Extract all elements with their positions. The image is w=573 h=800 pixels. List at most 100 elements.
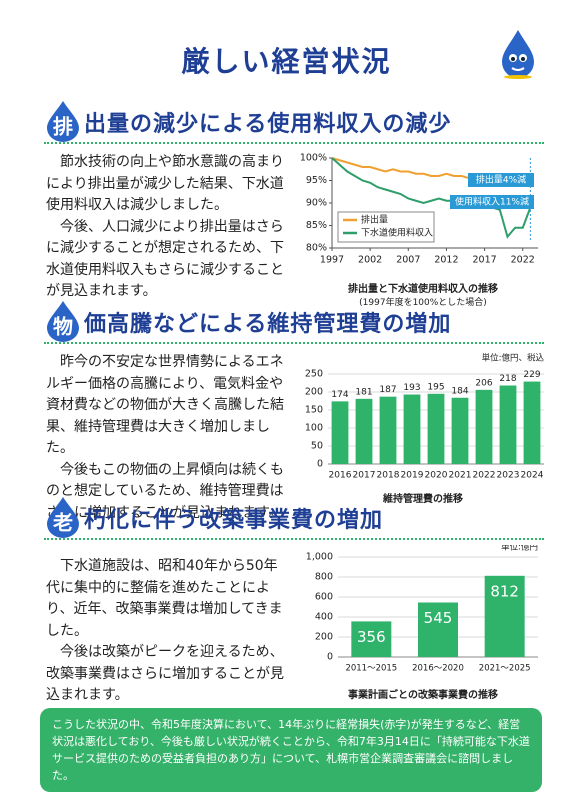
x-tick-label: 2016～2020: [412, 664, 464, 674]
chart-caption: 事業計画ごとの改築事業費の推移: [298, 686, 548, 701]
value-label: 193: [403, 383, 420, 393]
chart-title: 排出量と下水道使用料収入の推移: [348, 284, 498, 295]
heading-text: 価高騰などによる維持管理費の増加: [84, 312, 452, 337]
heading-icon-char: 老: [53, 511, 73, 535]
x-tick-label: 2023: [497, 471, 520, 481]
bar: [331, 401, 349, 464]
chart-title: 維持管理費の推移: [383, 494, 463, 505]
bar: [523, 381, 541, 464]
heading-icon: 物: [47, 301, 79, 342]
x-tick-label: 2020: [425, 471, 448, 481]
value-label: 206: [475, 378, 492, 388]
mascot: [502, 30, 534, 79]
drop-shape: [47, 101, 79, 142]
annotation: 排出量4%減: [476, 174, 526, 186]
value-label: 184: [451, 386, 468, 396]
bar: [484, 575, 525, 657]
bar: [418, 602, 458, 657]
legend-label: 排出量: [361, 214, 388, 226]
chart-title: 事業計画ごとの改築事業費の推移: [348, 690, 498, 701]
legend-label: 下水道使用料収入: [361, 227, 433, 239]
value-label: 545: [424, 609, 453, 627]
paragraph: 下水道施設は、昭和40年から50年代に集中的に整備を進めたことにより、近年、改築…: [46, 558, 283, 639]
footer-note: こうした状況の中、令和5年度決算において、14年ぶりに経常損失(赤字)が発生する…: [40, 708, 542, 792]
bar: [379, 396, 397, 464]
section-body: 節水技術の向上や節水意識の高まりにより排出量が減少した結果、下水道使用料収入は減…: [46, 152, 288, 303]
unit-label: 単位:億円: [501, 545, 538, 553]
bar: [427, 393, 445, 464]
y-tick-label: 0: [317, 459, 323, 470]
chart-caption: 維持管理費の推移: [298, 490, 548, 505]
y-tick-label: 1,000: [306, 552, 333, 563]
bar: [451, 397, 469, 464]
bar: [351, 621, 392, 657]
annotation-box: [450, 195, 534, 209]
y-tick-label: 50: [311, 441, 323, 452]
y-tick-label: 95%: [306, 175, 327, 186]
y-tick-label: 100%: [300, 153, 327, 164]
value-label: 174: [331, 390, 348, 400]
section-body: 昨今の不安定な世界情勢によるエネルギー価格の高騰により、電気料金や資材費などの物…: [46, 352, 288, 524]
paragraph: 今後もこの物価の上昇傾向は続くものと想定しているため、維持管理費はさらに増加する…: [46, 461, 284, 521]
bar: [499, 385, 517, 464]
x-tick-label: 2021～2025: [479, 664, 531, 674]
annotation-box: [468, 173, 534, 187]
value-label: 229: [523, 370, 540, 380]
unit-label: 単位:億円、税込: [482, 353, 545, 364]
drop-shape: [47, 301, 79, 342]
x-tick-label: 2016: [329, 471, 352, 481]
x-tick-label: 1997: [320, 255, 344, 266]
value-label: 181: [355, 387, 372, 397]
paragraph: 今後は改築がピークを迎えるため、改築事業費はさらに増加することが見込まれます。: [46, 644, 284, 703]
section-body: 下水道施設は、昭和40年から50年代に集中的に整備を進めたことにより、近年、改築…: [46, 556, 288, 707]
heading-text: 朽化に伴う改築事業費の増加: [84, 508, 384, 533]
heading-icon: 老: [47, 497, 79, 538]
x-tick-label: 2022: [511, 255, 535, 266]
y-tick-label: 80%: [306, 243, 327, 254]
x-tick-label: 2002: [358, 255, 382, 266]
y-tick-label: 150: [305, 405, 323, 416]
y-tick-label: 85%: [306, 220, 327, 231]
section-heading: 物価高騰などによる維持管理費の増加: [44, 301, 544, 344]
value-label: 195: [427, 382, 444, 392]
chart-subtitle: (1997年度を100%とした場合): [359, 298, 487, 308]
drop-shape: [47, 497, 79, 538]
x-tick-label: 2017: [472, 255, 496, 266]
paragraph: 今後、人口減少により排出量はさらに減少することが想定されるため、下水道使用料収入…: [46, 218, 284, 300]
value-label: 356: [357, 628, 386, 646]
line-chart: 80% 85% 90% 95% 100% 1997 2002 2007 2012 2017 2022…: [300, 153, 538, 266]
x-tick-label: 2019: [401, 471, 424, 481]
value-label: 218: [499, 374, 516, 384]
x-tick-label: 2018: [377, 471, 400, 481]
chart-caption: 排出量と下水道使用料収入の推移 (1997年度を100%とした場合): [298, 280, 548, 308]
heading-text: 出量の減少による使用料収入の減少: [84, 112, 452, 137]
x-tick-label: 2024: [521, 471, 544, 481]
paragraph: 節水技術の向上や節水意識の高まりにより排出量が減少した結果、下水道使用料収入は減…: [46, 154, 284, 213]
x-tick-label: 2021: [449, 471, 472, 481]
y-tick-label: 250: [305, 369, 323, 380]
paragraph: 昨今の不安定な世界情勢によるエネルギー価格の高騰により、電気料金や資材費などの物…: [46, 354, 284, 456]
legend-box: [337, 211, 435, 243]
bar: [355, 398, 373, 464]
x-tick-label: 2011～2015: [345, 664, 397, 674]
bar-chart: 0 50 100 150 200 250 単位:億円、税込 174 2016 181 2017 187…: [305, 353, 545, 481]
x-tick-label: 2022: [473, 471, 496, 481]
y-tick-label: 90%: [306, 198, 327, 209]
y-tick-label: 600: [315, 592, 333, 603]
bar: [475, 389, 493, 464]
section-heading: 老朽化に伴う改築事業費の増加: [44, 497, 544, 540]
x-tick-label: 2012: [434, 255, 458, 266]
value-label: 187: [379, 385, 396, 395]
x-tick-label: 2007: [396, 255, 420, 266]
annotation: 使用料収入11%減: [455, 196, 529, 208]
bar: [403, 394, 421, 464]
y-tick-label: 200: [315, 632, 333, 643]
y-tick-label: 0: [327, 652, 333, 663]
y-tick-label: 800: [315, 572, 333, 583]
x-tick-label: 2017: [353, 471, 376, 481]
y-tick-label: 100: [305, 423, 323, 434]
y-tick-label: 400: [315, 612, 333, 623]
value-label: 812: [490, 582, 519, 600]
heading-icon-char: 物: [53, 315, 73, 339]
